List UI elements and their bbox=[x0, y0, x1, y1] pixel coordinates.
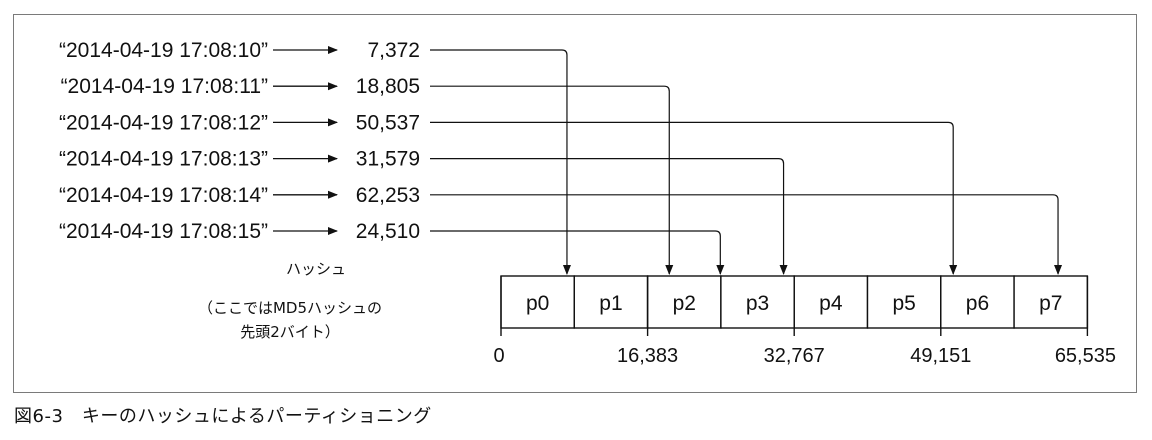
partition-label: p0 bbox=[526, 292, 549, 315]
hash-value: 18,805 bbox=[356, 75, 420, 98]
hash-note-line-1: ハッシュ bbox=[286, 260, 346, 278]
partition-p0: p0 bbox=[500, 275, 576, 329]
route-to-partition-p0 bbox=[430, 49, 571, 275]
hash-range-axis: 0 16,383 32,767 49,151 65,535 bbox=[493, 276, 1116, 367]
timestamp-key: “2014-04-19 17:08:13” bbox=[59, 148, 268, 171]
partition-p7: p7 bbox=[1013, 275, 1089, 329]
timestamp-key: “2014-04-19 17:08:15” bbox=[59, 220, 268, 243]
key-row: “2014-04-19 17:08:11” 18,805 bbox=[61, 75, 420, 98]
hash-function-note: ハッシュ （ここではMD5ハッシュの 先頭2バイト） bbox=[198, 260, 382, 341]
figure-frame bbox=[13, 14, 1137, 393]
partition-routes bbox=[430, 49, 1063, 275]
partition-label: p2 bbox=[673, 292, 696, 315]
range-label: 16,383 bbox=[617, 345, 678, 367]
partition-p3: p3 bbox=[720, 275, 795, 329]
timestamp-key: “2014-04-19 17:08:10” bbox=[59, 39, 268, 62]
partitioning-diagram: “2014-04-19 17:08:10” 7,372“2014-04-19 17… bbox=[59, 39, 1116, 367]
route-to-partition-p7 bbox=[430, 194, 1063, 275]
figure-caption: 図6-3 キーのハッシュによるパーティショニング bbox=[14, 406, 432, 427]
key-row: “2014-04-19 17:08:13” 31,579 bbox=[59, 148, 420, 171]
partition-p4: p4 bbox=[793, 275, 869, 329]
partition-p1: p1 bbox=[573, 275, 649, 329]
hash-value: 7,372 bbox=[367, 39, 420, 62]
range-label: 32,767 bbox=[764, 345, 825, 367]
hash-value: 24,510 bbox=[356, 220, 420, 243]
partition-label: p4 bbox=[819, 292, 843, 315]
hash-value: 62,253 bbox=[356, 184, 420, 207]
partition-label: p6 bbox=[966, 292, 989, 315]
partition-label: p1 bbox=[599, 292, 622, 315]
timestamp-key: “2014-04-19 17:08:14” bbox=[59, 184, 268, 207]
hash-note-line-2: （ここではMD5ハッシュの bbox=[198, 299, 382, 317]
hash-value: 50,537 bbox=[356, 111, 420, 134]
route-to-partition-p3 bbox=[430, 158, 788, 275]
partition-p5: p5 bbox=[866, 275, 942, 329]
range-label: 49,151 bbox=[910, 345, 971, 367]
range-label: 0 bbox=[493, 345, 504, 367]
partition-boxes: p0 p1 p2 p3 p4 p5 p6 p7 bbox=[500, 275, 1089, 329]
partition-box bbox=[573, 275, 649, 329]
route-to-partition-p2 bbox=[430, 85, 674, 275]
partition-p6: p6 bbox=[940, 275, 1015, 329]
route-to-partition-p6 bbox=[430, 121, 958, 275]
partition-p2: p2 bbox=[646, 275, 722, 329]
partition-label: p7 bbox=[1039, 292, 1062, 315]
hash-value: 31,579 bbox=[356, 148, 420, 171]
hash-note-line-3: 先頭2バイト） bbox=[240, 323, 340, 341]
timestamp-key: “2014-04-19 17:08:11” bbox=[61, 75, 268, 98]
range-label: 65,535 bbox=[1055, 345, 1116, 367]
key-row: “2014-04-19 17:08:15” 24,510 bbox=[59, 220, 420, 243]
route-to-partition-p2 bbox=[430, 230, 725, 275]
partition-label: p5 bbox=[892, 292, 915, 315]
key-rows: “2014-04-19 17:08:10” 7,372“2014-04-19 17… bbox=[59, 39, 420, 243]
key-row: “2014-04-19 17:08:14” 62,253 bbox=[59, 184, 420, 207]
key-row: “2014-04-19 17:08:10” 7,372 bbox=[59, 39, 420, 62]
partition-box bbox=[1013, 275, 1089, 329]
key-row: “2014-04-19 17:08:12” 50,537 bbox=[59, 111, 420, 134]
partition-label: p3 bbox=[746, 292, 769, 315]
timestamp-key: “2014-04-19 17:08:12” bbox=[59, 111, 268, 134]
partition-box bbox=[500, 275, 576, 329]
